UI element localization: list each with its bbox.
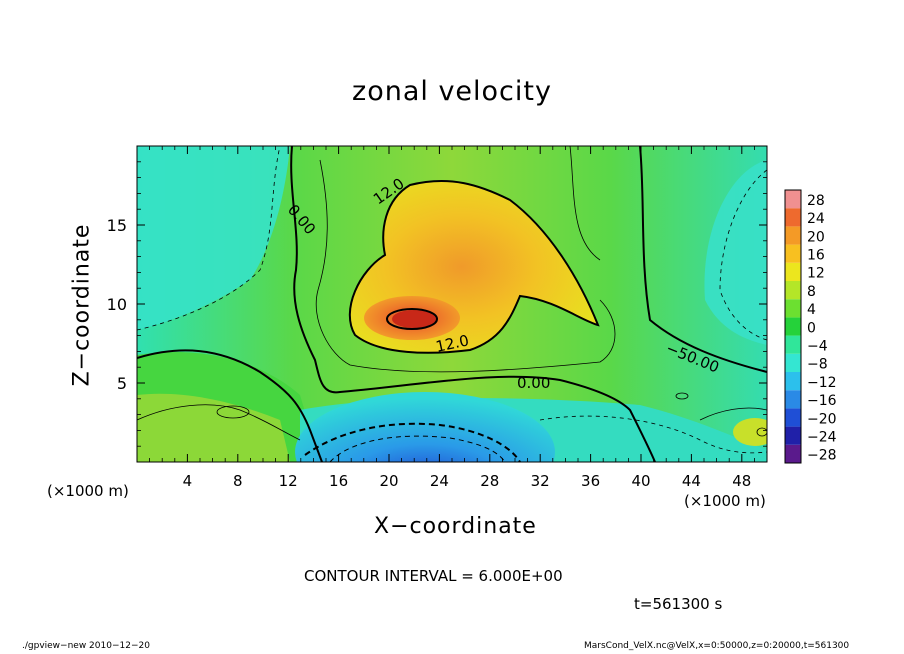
colorbar-swatch (785, 226, 801, 245)
colorbar-label: −24 (807, 430, 837, 446)
colorbar-swatch (785, 353, 801, 372)
colorbar-label: −12 (807, 375, 837, 391)
colorbar-label: 24 (807, 211, 825, 227)
heatmap-field (137, 146, 767, 462)
colorbar-swatch (785, 317, 801, 336)
y-tick-label: 10 (107, 295, 127, 314)
time-label: t=561300 s (634, 595, 723, 613)
colorbar-swatch (785, 408, 801, 427)
x-tick-label: 4 (183, 472, 193, 490)
colorbar-swatch (785, 390, 801, 409)
x-tick-label: 32 (531, 472, 550, 490)
x-tick-label: 36 (581, 472, 600, 490)
y-tick-label: 5 (117, 374, 127, 393)
x-tick-label: 8 (233, 472, 243, 490)
colorbar-label: 16 (807, 248, 825, 264)
x-tick-label: 40 (631, 472, 650, 490)
colorbar-swatch (785, 372, 801, 391)
x-unit-right: (×1000 m) (684, 492, 766, 510)
contour-label: 0.00 (517, 374, 550, 392)
colorbar-swatch (785, 335, 801, 354)
colorbar-label: −8 (807, 357, 828, 373)
colorbar-swatch (785, 281, 801, 300)
x-tick-label: 44 (682, 472, 701, 490)
x-axis-label: X−coordinate (374, 514, 537, 539)
colorbar-frame (784, 189, 802, 464)
colorbar-swatch (785, 262, 801, 281)
footer-left: ./gpview−new 2010−12−20 (22, 641, 150, 651)
colorbar-label: 12 (807, 266, 825, 282)
colorbar: 28 24 20 16 12 8 4 0 −4 −8 −12 −16 −20 −24 −28 (784, 189, 837, 464)
colorbar-label: 0 (807, 320, 816, 336)
x-tick-label: 20 (379, 472, 398, 490)
chart-title: zonal velocity (352, 76, 552, 107)
colorbar-label: 4 (807, 302, 816, 318)
colorbar-label: −16 (807, 393, 837, 409)
colorbar-label: −4 (807, 339, 828, 355)
contour-interval-text: CONTOUR INTERVAL = 6.000E+00 (304, 567, 563, 585)
contour-lines (137, 146, 767, 462)
colorbar-label: −28 (807, 448, 837, 464)
colorbar-label: 20 (807, 229, 825, 245)
colorbar-swatch (785, 190, 801, 209)
x-tick-label: 48 (732, 472, 751, 490)
colorbar-swatch (785, 426, 801, 445)
y-axis-label: Z−coordinate (69, 223, 95, 387)
x-tick-label: 16 (329, 472, 348, 490)
footer-right: MarsCond_VelX.nc@VelX,x=0:50000,z=0:2000… (584, 641, 850, 651)
colorbar-swatch (785, 208, 801, 227)
x-tick-label: 24 (430, 472, 449, 490)
x-tick-label: 28 (480, 472, 499, 490)
colorbar-swatch (785, 299, 801, 318)
colorbar-swatch (785, 244, 801, 263)
colorbar-swatch (785, 444, 801, 463)
y-tick-label: 15 (107, 216, 127, 235)
x-unit-left: (×1000 m) (47, 482, 129, 500)
colorbar-label: 28 (807, 193, 825, 209)
x-tick-label: 12 (279, 472, 298, 490)
colorbar-label: −20 (807, 411, 837, 427)
colorbar-label: 8 (807, 284, 816, 300)
